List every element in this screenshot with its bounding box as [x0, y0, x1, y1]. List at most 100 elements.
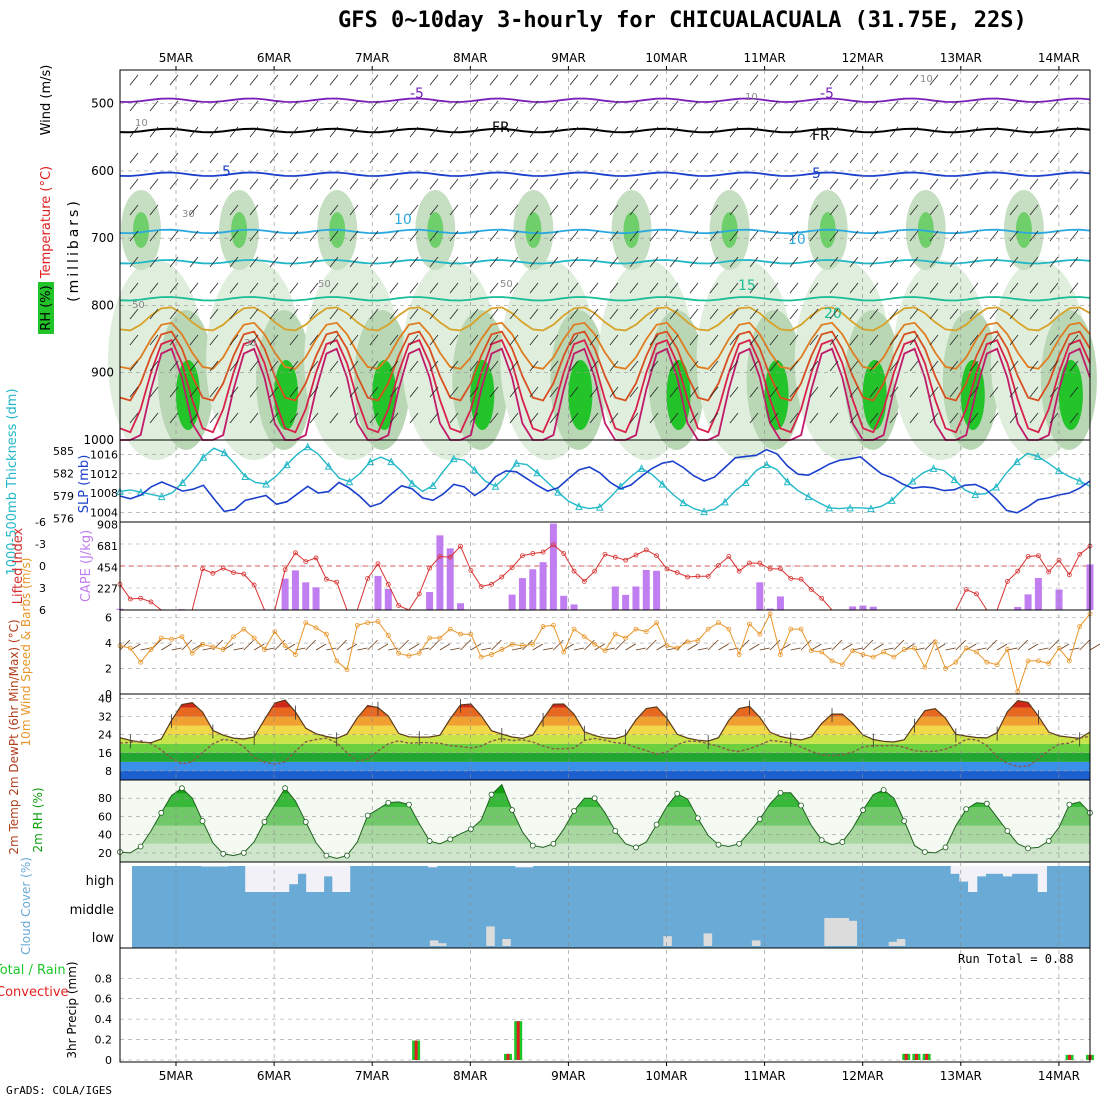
- thickness-marker: [324, 461, 333, 470]
- wind-barb: [129, 100, 139, 112]
- wind-barb: [989, 334, 999, 346]
- wind-barb: [429, 334, 439, 346]
- wind-tick-label: 2: [105, 663, 112, 676]
- thickness-marker: [533, 468, 542, 477]
- surface-wind-barb: [728, 647, 739, 651]
- cloud-low-bar: [832, 918, 841, 946]
- cape-bar: [611, 586, 619, 610]
- lifted-index-marker: [571, 568, 577, 574]
- cloud-low-bar: [663, 936, 672, 946]
- surface-wind-barb: [357, 647, 368, 651]
- wind-barb: [449, 204, 459, 216]
- cloud-low-bar: [703, 933, 713, 946]
- wind-speed-marker: [396, 650, 402, 656]
- rh-area: [568, 360, 593, 430]
- wind-barb: [969, 152, 979, 164]
- wind-barb: [989, 74, 999, 86]
- wind-barb: [209, 74, 219, 86]
- wind-barb: [489, 412, 499, 424]
- thickness-marker: [950, 475, 959, 484]
- wind-barb: [889, 126, 899, 138]
- wind-barb: [949, 178, 959, 190]
- wind-barb: [549, 412, 559, 424]
- wind-speed-marker: [210, 644, 216, 650]
- wind-barb: [869, 152, 879, 164]
- wind-barb: [329, 126, 339, 138]
- wind-barb: [549, 230, 559, 242]
- wind-barb: [789, 282, 799, 294]
- wind-barb: [529, 126, 539, 138]
- wind-barb: [909, 74, 919, 86]
- surface-wind-barb: [161, 643, 172, 651]
- rh-contour-label: 50: [318, 279, 331, 290]
- surface-wind-barb: [470, 643, 482, 651]
- wind-speed-marker: [1015, 689, 1021, 694]
- wind-speed-marker: [1066, 658, 1072, 664]
- wind-barb: [609, 100, 619, 112]
- cape-bar: [776, 596, 784, 610]
- wind-barb: [929, 256, 939, 268]
- wind-barb: [449, 74, 459, 86]
- wind-barb: [669, 386, 679, 398]
- wind-barb: [589, 100, 599, 112]
- lifted-index-marker: [520, 553, 525, 559]
- precip-convective-bar: [914, 1053, 918, 1060]
- wind-barb: [449, 386, 459, 398]
- wind-barb: [769, 100, 779, 112]
- wind-barb: [829, 360, 839, 372]
- wind-barb: [289, 230, 299, 242]
- wind-barb: [669, 308, 679, 320]
- wind-barb: [969, 334, 979, 346]
- wind-barb: [669, 230, 679, 242]
- pressure-tick-label: 1000: [83, 433, 114, 447]
- wind-barb: [949, 360, 959, 372]
- wind-legend-label: Wind (m/s): [39, 65, 54, 136]
- wind-barb: [289, 204, 299, 216]
- cape-bar: [281, 578, 289, 610]
- slp-tick-label: 1004: [90, 506, 118, 519]
- wind-barb: [849, 126, 859, 138]
- lifted-index-marker: [798, 576, 804, 582]
- wind-barb: [209, 386, 219, 398]
- panel-frame: [119, 609, 1091, 695]
- wind-speed-marker: [251, 635, 257, 641]
- surface-wind-barb: [821, 647, 832, 651]
- wind-barb: [1069, 74, 1079, 86]
- surface-wind-barb: [645, 639, 657, 651]
- wind-barb: [869, 386, 879, 398]
- wind-speed-marker: [819, 649, 825, 655]
- wind-speed-marker: [716, 620, 721, 626]
- wind-ylabel: 10m Wind Speed & Barbs (m/s): [19, 558, 33, 747]
- isotherm-line: [119, 321, 1091, 370]
- wind-barb: [829, 152, 839, 164]
- wind-barb: [1009, 230, 1019, 242]
- wind-barb: [469, 360, 479, 372]
- lifted-index-marker: [819, 595, 825, 601]
- lifted-index-marker: [385, 581, 391, 587]
- wind-barb: [869, 308, 879, 320]
- wind-barb: [489, 360, 499, 372]
- surface-wind-barb: [1017, 639, 1029, 651]
- wind-barb: [489, 256, 499, 268]
- wind-speed-marker: [695, 638, 701, 643]
- li-tick-label: -3: [35, 538, 46, 551]
- cloud-high-bar: [523, 866, 534, 868]
- lifted-index-marker: [282, 567, 288, 573]
- wind-barb: [889, 308, 899, 320]
- wind-barb: [749, 204, 759, 216]
- wind-barb: [789, 126, 799, 138]
- wind-speed-marker: [561, 649, 567, 655]
- wind-barb: [589, 334, 599, 346]
- wind-barb: [529, 230, 539, 242]
- wind-barb: [589, 126, 599, 138]
- wind-barb: [229, 256, 239, 268]
- wind-barb: [829, 308, 839, 320]
- wind-barb: [949, 308, 959, 320]
- cape-bar: [560, 595, 568, 610]
- wind-barb: [489, 230, 499, 242]
- lifted-index-marker: [778, 566, 783, 572]
- wind-barb: [569, 308, 579, 320]
- surface-wind-barb: [367, 639, 378, 651]
- lifted-index-marker: [489, 581, 494, 587]
- wind-barb: [589, 74, 599, 86]
